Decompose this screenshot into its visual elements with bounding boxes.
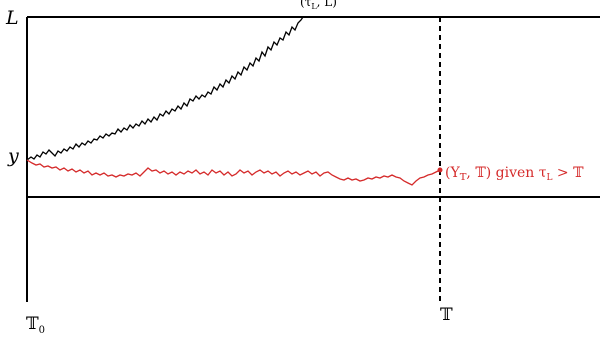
label-red-terminal: (Y𝕋, 𝕋) given τL > 𝕋 bbox=[445, 165, 584, 183]
red-path-survival bbox=[26, 159, 441, 186]
label-T: 𝕋 bbox=[440, 305, 453, 325]
black-path-to-L bbox=[26, 16, 304, 161]
label-L: L bbox=[5, 7, 19, 29]
label-y: y bbox=[7, 145, 19, 167]
red-terminal-point bbox=[437, 167, 443, 173]
label-T0: 𝕋0 bbox=[26, 314, 45, 336]
label-tau-point: (τL, L) bbox=[300, 0, 337, 11]
